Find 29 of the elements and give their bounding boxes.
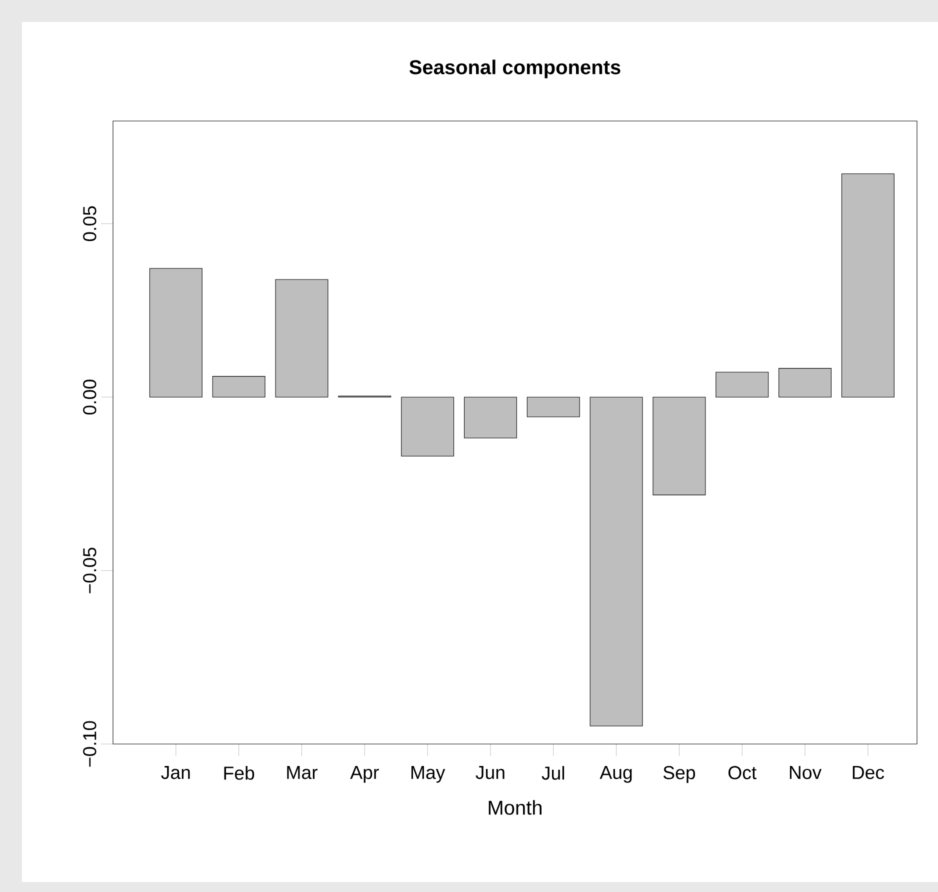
bar: [526, 396, 580, 418]
x-tick-label: Feb: [224, 766, 254, 780]
x-tick-label: Sep: [663, 766, 696, 783]
bar: [275, 279, 328, 398]
x-tick-label: Aug: [600, 766, 632, 783]
bar: [778, 368, 832, 398]
y-tick-label: 0.00: [83, 380, 96, 415]
x-tick-label: May: [411, 766, 446, 783]
x-tick-label: Apr: [350, 766, 379, 783]
chart-title: Seasonal components: [409, 60, 620, 78]
x-tick-label: Jul: [542, 766, 564, 780]
bar: [590, 396, 643, 726]
x-tick-label: Mar: [287, 766, 318, 780]
bar: [716, 372, 769, 398]
x-axis-title: Month: [488, 800, 542, 815]
x-tick-label: Dec: [852, 766, 884, 780]
bar: [652, 396, 706, 496]
y-tick-label: 0.05: [83, 206, 96, 242]
x-tick-label: Jun: [476, 766, 504, 780]
x-tick-label: Oct: [728, 766, 757, 780]
bar: [401, 396, 454, 456]
y-tick-label: −0.05: [83, 548, 96, 594]
x-tick-label: Jan: [161, 766, 190, 780]
bar: [149, 268, 202, 398]
y-tick-label: −0.10: [83, 721, 96, 767]
bar: [212, 376, 266, 398]
bar: [464, 396, 517, 438]
x-tick-label: Nov: [790, 766, 822, 780]
bar: [841, 173, 894, 398]
